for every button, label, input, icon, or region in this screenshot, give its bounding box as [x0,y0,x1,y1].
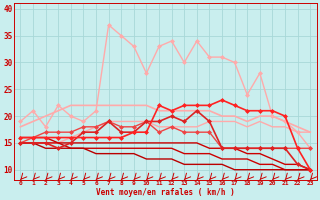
X-axis label: Vent moyen/en rafales ( km/h ): Vent moyen/en rafales ( km/h ) [96,188,235,197]
